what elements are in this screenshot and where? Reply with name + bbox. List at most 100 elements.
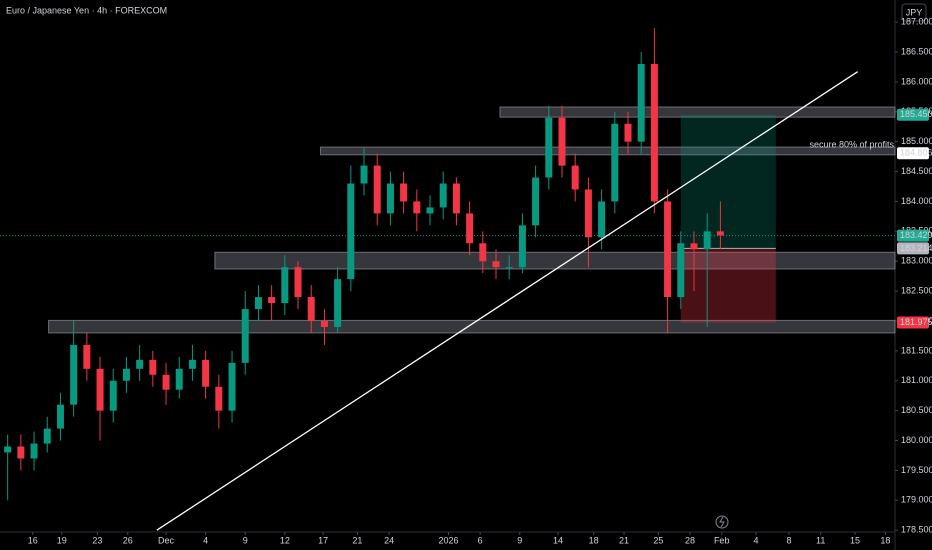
candle-body (479, 243, 487, 262)
candle-body (532, 177, 540, 226)
y-tick-label: 186.000 (901, 76, 932, 86)
zone (214, 251, 896, 270)
annotation: secure 80% of profits (809, 140, 894, 150)
x-tick-label: 4 (203, 535, 208, 545)
candle-body (4, 446, 12, 453)
price-label: 183.214 (900, 243, 932, 253)
candle-body (83, 344, 91, 369)
candle-body (268, 297, 276, 304)
zone (319, 146, 896, 156)
x-tick-label: 15 (850, 535, 860, 545)
candle-body (571, 165, 579, 190)
price-label: 183.429 (900, 230, 932, 240)
candle-body (400, 183, 408, 202)
x-tick-label: 9 (243, 535, 248, 545)
candle-body (56, 404, 64, 429)
y-tick-label: 181.500 (901, 345, 932, 355)
x-tick-label: 18 (589, 535, 599, 545)
x-tick-label: 18 (880, 535, 890, 545)
candle-body (122, 368, 130, 381)
x-tick-label: 23 (92, 535, 102, 545)
candle-body (611, 123, 619, 202)
x-tick-label: 25 (653, 535, 663, 545)
y-tick-label: 184.500 (901, 166, 932, 176)
chart-title: Euro / Japanese Yen · 4h · FOREXCOM (6, 5, 167, 15)
x-tick-label: Feb (714, 535, 730, 545)
candle-body (149, 359, 157, 375)
candle-body (175, 368, 183, 390)
candle-body (96, 368, 104, 411)
stop-loss-area (680, 248, 776, 323)
x-tick-label: 11 (816, 535, 825, 545)
y-tick-label: 186.500 (901, 46, 932, 56)
candle-body (17, 446, 25, 459)
candle-body (188, 359, 196, 369)
candle-body (426, 207, 434, 214)
candle-body (215, 386, 223, 411)
x-tick-label: 17 (318, 535, 328, 545)
candle-body (584, 189, 592, 238)
candle-body (162, 374, 170, 390)
candle-body (492, 261, 500, 268)
y-tick-label: 180.000 (901, 435, 932, 445)
x-tick-label: Dec (158, 535, 175, 545)
candle-body (505, 267, 513, 269)
price-label-bg (897, 316, 929, 329)
zone (48, 319, 896, 334)
candle-body (70, 344, 78, 405)
price-label-bg (897, 229, 929, 242)
currency-button-bg[interactable] (901, 3, 927, 22)
x-tick-label: 4 (754, 535, 759, 545)
candle-body (637, 63, 645, 142)
candle-body (466, 213, 474, 244)
price-label-bg (897, 242, 929, 255)
trend-line (156, 71, 859, 531)
y-tick-label: 183.000 (901, 256, 932, 266)
candle-body (690, 243, 698, 250)
candle-body (241, 309, 249, 363)
x-tick-label: 19 (57, 535, 67, 545)
replay-icon[interactable] (715, 515, 729, 529)
currency-button[interactable]: JPY (906, 7, 923, 17)
zone (499, 106, 896, 118)
x-tick-label: 24 (384, 535, 394, 545)
candle-body (281, 267, 289, 304)
x-tick-label: 28 (685, 535, 695, 545)
candle-body (334, 279, 342, 327)
candle-body (677, 243, 685, 298)
y-tick-label: 180.500 (901, 405, 932, 415)
y-tick-label: 182.500 (901, 285, 932, 295)
price-label: 184.806 (900, 148, 932, 158)
x-tick-label: 16 (28, 535, 38, 545)
candle-body (558, 117, 566, 166)
candle-body (518, 225, 526, 268)
x-tick-label: 21 (619, 535, 629, 545)
candle-body (228, 362, 236, 411)
candle-body (320, 320, 328, 327)
candle-body (650, 63, 658, 202)
candle-body (703, 231, 711, 250)
candle-body (413, 201, 421, 214)
candle-body (664, 201, 672, 298)
price-label: 181.975 (900, 317, 932, 327)
x-tick-label: 12 (280, 535, 290, 545)
candle-body (386, 183, 394, 214)
x-tick-label: 9 (517, 535, 522, 545)
candle-body (545, 117, 553, 178)
candle-body (30, 443, 38, 459)
candle-body (452, 183, 460, 214)
candle-body (373, 165, 381, 214)
y-tick-label: 181.000 (901, 375, 932, 385)
x-tick-label: 2026 (438, 535, 458, 545)
candle-body (439, 183, 447, 208)
y-tick-label: 178.500 (901, 525, 932, 535)
candle-body (43, 428, 51, 444)
candle-body (347, 183, 355, 280)
candle-body (598, 201, 606, 238)
x-tick-label: 21 (352, 535, 362, 545)
candle-body (254, 297, 262, 310)
candle-body (202, 359, 210, 387)
candle-body (360, 165, 368, 184)
